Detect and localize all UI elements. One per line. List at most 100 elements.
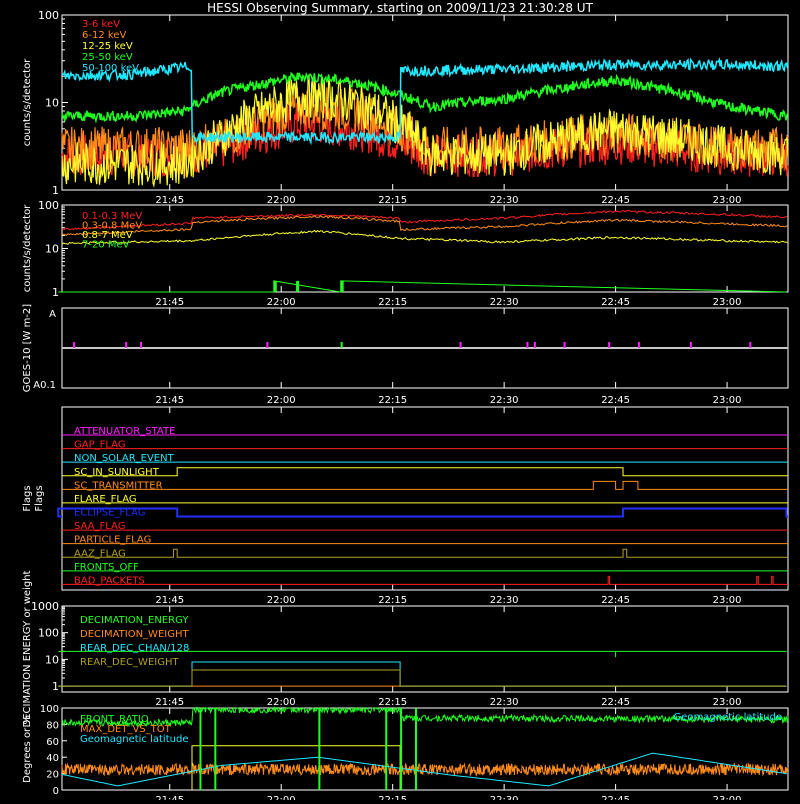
x-tick-label: 23:00: [713, 297, 742, 308]
legend-1-0: 0.1-0.3 MeV: [82, 211, 142, 222]
x-tick-label: 22:30: [490, 795, 519, 800]
x-tick-label: 22:15: [378, 697, 407, 708]
x-tick-label: 22:00: [267, 697, 296, 708]
x-tick-label: 22:30: [490, 195, 519, 206]
y-axis-label: GOES-10 [W m-2]: [22, 304, 33, 392]
x-tick-label: 23:00: [713, 595, 742, 606]
x-tick-label: 21:45: [155, 195, 184, 206]
y-axis-label: Flags: [22, 485, 33, 511]
legend-5-2: Geomagnetic latitude: [80, 734, 188, 745]
series-1-1: [61, 215, 788, 237]
x-tick-label: 22:30: [490, 395, 519, 406]
x-tick-label: 23:00: [713, 697, 742, 708]
goes-spike-6: [526, 342, 529, 348]
legend-1-3: 7-20 MeV: [82, 240, 130, 251]
flag-label-2: NON_SOLAR_EVENT: [74, 453, 175, 464]
flag-line-3: [62, 467, 788, 477]
goes-spike-11: [749, 342, 752, 348]
flag-label-1: GAP_FLAG: [74, 440, 126, 451]
legend-1-1: 0.3-0.8 MeV: [82, 221, 142, 232]
x-tick-label: 22:00: [267, 297, 296, 308]
series-1-2: [61, 229, 788, 245]
x-tick-label: 22:00: [267, 395, 296, 406]
series-1-3: [58, 280, 787, 293]
legend-5-0: FRONT_RATIO: [80, 714, 149, 725]
y-tick-label: 100: [38, 627, 59, 640]
x-tick-label: 21:45: [155, 697, 184, 708]
front-ratio-spike-0: [199, 708, 202, 790]
y-axis-label: counts/s/detector: [22, 58, 33, 146]
y-tick-label: 40: [46, 753, 59, 764]
x-tick-label: 22:00: [267, 195, 296, 206]
legend-0-0: 3-6 keV: [82, 19, 120, 30]
series-5-1: [61, 762, 789, 778]
y-tick-label: 80: [46, 720, 59, 731]
legend-4-1: DECIMATION_WEIGHT: [80, 629, 189, 640]
x-tick-label: 22:15: [378, 395, 407, 406]
flag-label-7: SAA_FLAG: [74, 521, 125, 532]
y-tick-label: 100: [38, 9, 59, 22]
legend-4-3: REAR_DEC_WEIGHT: [80, 657, 179, 668]
series-4-3: [58, 669, 787, 687]
flag-label-0: ATTENUATOR_STATE: [74, 426, 175, 437]
series-1-0: [61, 209, 788, 231]
x-tick-label: 22:00: [267, 795, 296, 800]
panel-frame-3: [61, 406, 789, 591]
panel-frame-1: [61, 204, 789, 293]
goes-spike-3: [266, 342, 269, 348]
series-0-4: [61, 56, 789, 146]
front-ratio-spike-3: [385, 708, 388, 790]
flags-axis-label: Flags: [34, 485, 45, 511]
goes-spike-2: [140, 342, 143, 348]
spike-2: [340, 280, 344, 292]
x-tick-label: 22:45: [601, 795, 630, 800]
spike-0: [273, 280, 277, 292]
x-tick-label: 22:15: [378, 795, 407, 800]
y-tick-label: 0: [53, 786, 59, 797]
goes-spike-10: [637, 342, 640, 348]
flag-line-11: [62, 575, 788, 585]
y-tick-label: 20: [46, 770, 59, 781]
x-tick-label: 21:45: [155, 795, 184, 800]
panel-frame-4: [61, 605, 789, 693]
geomag-label: Geomagnetic latitude: [674, 712, 782, 723]
x-tick-label: 22:00: [267, 595, 296, 606]
y-tick-label: 10: [45, 243, 59, 256]
x-tick-label: 22:30: [490, 697, 519, 708]
y-tick-label: 100: [40, 704, 59, 715]
spike-1: [296, 280, 300, 292]
series-5-0: [61, 706, 789, 728]
legend-0-3: 25-50 keV: [82, 52, 133, 63]
front-ratio-spike-1: [214, 708, 217, 790]
x-tick-label: 23:00: [713, 395, 742, 406]
x-tick-label: 23:00: [713, 195, 742, 206]
x-tick-label: 21:45: [155, 595, 184, 606]
legend-0-1: 6-12 keV: [82, 30, 126, 41]
flag-label-6: ECLIPSE_FLAG: [74, 508, 145, 519]
x-tick-label: 22:15: [378, 297, 407, 308]
y-tick-label: 1: [52, 184, 59, 197]
goes-spike-5: [459, 342, 462, 348]
y-tick-label: 1: [52, 680, 59, 693]
legend-4-0: DECIMATION_ENERGY: [80, 615, 189, 626]
flag-label-5: FLARE_FLAG: [74, 494, 137, 505]
flag-label-8: PARTICLE_FLAG: [74, 535, 151, 546]
flag-line-9: [62, 548, 788, 558]
goes-spike-0: [73, 342, 76, 348]
x-tick-label: 21:45: [155, 297, 184, 308]
goes-spike-8: [563, 342, 566, 348]
x-tick-label: 23:00: [713, 795, 742, 800]
panel-frame-5: [61, 707, 789, 791]
flag-label-4: SC_TRANSMITTER: [74, 480, 163, 491]
flag-label-11: BAD_PACKETS: [74, 575, 145, 586]
flag-line-6: [57, 507, 788, 518]
y-tick-label: 10: [45, 97, 59, 110]
series-0-2: [61, 74, 789, 188]
y-axis-label: Degrees or %: [22, 715, 33, 783]
y-tick-label: 100: [38, 199, 59, 212]
goes-spike-9: [608, 342, 611, 348]
series-5-2: [61, 752, 787, 787]
x-tick-label: 22:45: [601, 297, 630, 308]
